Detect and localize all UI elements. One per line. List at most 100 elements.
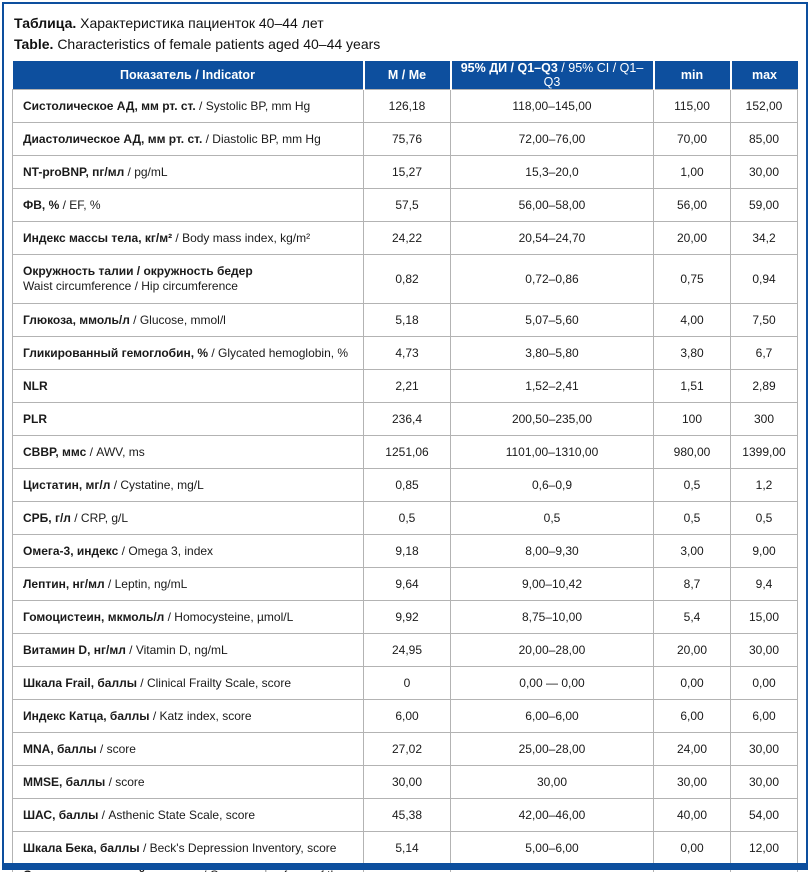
min-cell: 20,00 (653, 221, 731, 255)
indicator-cell: Гликированный гемоглобин, % / Glycated h… (12, 336, 364, 370)
min-cell: 4,00 (653, 303, 731, 337)
max-cell: 30,00 (730, 732, 798, 766)
characteristics-table: Показатель / Indicator M / Me 95% ДИ / Q… (12, 61, 798, 872)
m-me-cell: 28,96 (363, 864, 451, 872)
table-caption: Таблица. Характеристика пациенток 40–44 … (0, 0, 810, 61)
indicator-cell: PLR (12, 402, 364, 436)
indicator-label-ru: Лептин, нг/мл (23, 576, 105, 591)
max-cell: 0,00 (730, 666, 798, 700)
m-me-cell: 30,00 (363, 765, 451, 799)
table-row: MNA, баллы / score 27,02 25,00–28,00 24,00 3… (12, 732, 798, 766)
indicator-label-en: / Glycated hemoglobin, % (208, 345, 349, 360)
indicator-label-ru: Сила сжатия правой кисти, кг (23, 868, 200, 872)
caption-ru: Таблица. Характеристика пациенток 40–44 … (14, 13, 796, 34)
max-cell: 33,00 (730, 864, 798, 872)
indicator-label-ru: Омега-3, индекс (23, 543, 119, 558)
max-cell: 1,2 (730, 468, 798, 502)
ci-cell: 1101,00–1310,00 (450, 435, 654, 469)
indicator-cell: NT-proBNP, пг/мл / pg/mL (12, 155, 364, 189)
ci-cell: 20,00–28,00 (450, 633, 654, 667)
indicator-label-ru: NT-proBNP, пг/мл (23, 164, 125, 179)
m-me-cell: 15,27 (363, 155, 451, 189)
indicator-cell: Индекс Катца, баллы / Katz index, score (12, 699, 364, 733)
min-cell: 100 (653, 402, 731, 436)
indicator-cell: Сила сжатия правой кисти, кг / Compressi… (12, 864, 364, 872)
table-row: Окружность талии / окружность бедер Waist… (12, 254, 798, 304)
indicator-cell: Шкала Frail, баллы / Clinical Frailty Sc… (12, 666, 364, 700)
m-me-cell: 24,95 (363, 633, 451, 667)
max-cell: 30,00 (730, 155, 798, 189)
min-cell: 24,00 (653, 732, 731, 766)
m-me-cell: 75,76 (363, 122, 451, 156)
min-cell: 0,00 (653, 831, 731, 865)
indicator-label-en: / pg/mL (124, 164, 168, 179)
min-cell: 8,7 (653, 567, 731, 601)
max-cell: 0,5 (730, 501, 798, 535)
table-row: Индекс массы тела, кг/м² / Body mass ind… (12, 221, 798, 255)
max-cell: 0,94 (730, 254, 798, 304)
ci-cell: 42,00–46,00 (450, 798, 654, 832)
header-row: Показатель / Indicator M / Me 95% ДИ / Q… (12, 61, 798, 90)
table-row: СРБ, г/л / CRP, g/L 0,5 0,5 0,5 0,5 (12, 501, 798, 535)
min-cell: 0,75 (653, 254, 731, 304)
table-row: ШАС, баллы / Asthenic State Scale, score… (12, 798, 798, 832)
indicator-label-ru: MMSE, баллы (23, 774, 106, 789)
m-me-cell: 27,02 (363, 732, 451, 766)
header-ci-bold: 95% ДИ / Q1–Q3 (460, 61, 558, 75)
ci-cell: 15,3–20,0 (450, 155, 654, 189)
indicator-cell: Систолическое АД, мм рт. ст. / Systolic … (12, 89, 364, 123)
table-row: MMSE, баллы / score 30,00 30,00 30,00 30,00 (12, 765, 798, 799)
indicator-cell: ФВ, % / EF, % (12, 188, 364, 222)
indicator-label-en: Waist circumference / Hip circumference (23, 279, 238, 293)
indicator-label-en: / Vitamin D, ng/mL (125, 642, 228, 657)
ci-cell: 6,00–6,00 (450, 699, 654, 733)
table-row: СВВР, ммс / AWV, ms 1251,06 1101,00–1310,0… (12, 435, 798, 469)
ci-cell: 0,72–0,86 (450, 254, 654, 304)
ci-cell: 25,00–28,00 (450, 732, 654, 766)
min-cell: 56,00 (653, 188, 731, 222)
m-me-cell: 126,18 (363, 89, 451, 123)
indicator-label-en: / Asthenic State Scale, score (98, 807, 256, 822)
indicator-label-en: / Katz index, score (149, 708, 252, 723)
m-me-cell: 9,18 (363, 534, 451, 568)
indicator-cell: Индекс массы тела, кг/м² / Body mass ind… (12, 221, 364, 255)
indicator-label-en: / EF, % (59, 197, 101, 212)
table-row: Лептин, нг/мл / Leptin, ng/mL 9,64 9,00–10… (12, 567, 798, 601)
ci-cell: 0,5 (450, 501, 654, 535)
indicator-cell: Гомоцистеин, мкмоль/л / Homocysteine, µm… (12, 600, 364, 634)
indicator-label-en: / Systolic BP, mm Hg (195, 98, 311, 113)
max-cell: 152,00 (730, 89, 798, 123)
indicator-label-en: / Diastolic BP, mm Hg (202, 131, 321, 146)
caption-ru-label: Таблица. (14, 15, 77, 31)
min-cell: 980,00 (653, 435, 731, 469)
max-cell: 30,00 (730, 633, 798, 667)
indicator-label-ru: Окружность талии / окружность бедер (23, 264, 253, 278)
max-cell: 300 (730, 402, 798, 436)
m-me-cell: 1251,06 (363, 435, 451, 469)
max-cell: 9,00 (730, 534, 798, 568)
ci-cell: 30,00 (450, 765, 654, 799)
min-cell: 1,00 (653, 155, 731, 189)
indicator-label-en: / score (96, 741, 136, 756)
min-cell: 30,00 (653, 765, 731, 799)
header-indicator: Показатель / Indicator (12, 61, 364, 90)
ci-cell: 5,00–6,00 (450, 831, 654, 865)
indicator-label-ru: Систолическое АД, мм рт. ст. (23, 98, 196, 113)
indicator-cell: Диастолическое АД, мм рт. ст. / Diastoli… (12, 122, 364, 156)
indicator-label-en: / Glucose, mmol/l (129, 312, 226, 327)
ci-cell: 56,00–58,00 (450, 188, 654, 222)
indicator-label-en: / score (105, 774, 145, 789)
ci-cell: 1,52–2,41 (450, 369, 654, 403)
max-cell: 6,00 (730, 699, 798, 733)
max-cell: 1399,00 (730, 435, 798, 469)
max-cell: 6,7 (730, 336, 798, 370)
indicator-label-en: / Cystatine, mg/L (110, 477, 204, 492)
caption-en-label: Table. (14, 36, 54, 52)
header-ci-rest: / 95% CI / Q1–Q3 (543, 61, 644, 89)
m-me-cell: 0,82 (363, 254, 451, 304)
indicator-label-ru: Индекс Катца, баллы (23, 708, 150, 723)
indicator-label-ru: NLR (23, 378, 48, 393)
ci-cell: 9,00–10,42 (450, 567, 654, 601)
header-max: max (729, 61, 798, 90)
